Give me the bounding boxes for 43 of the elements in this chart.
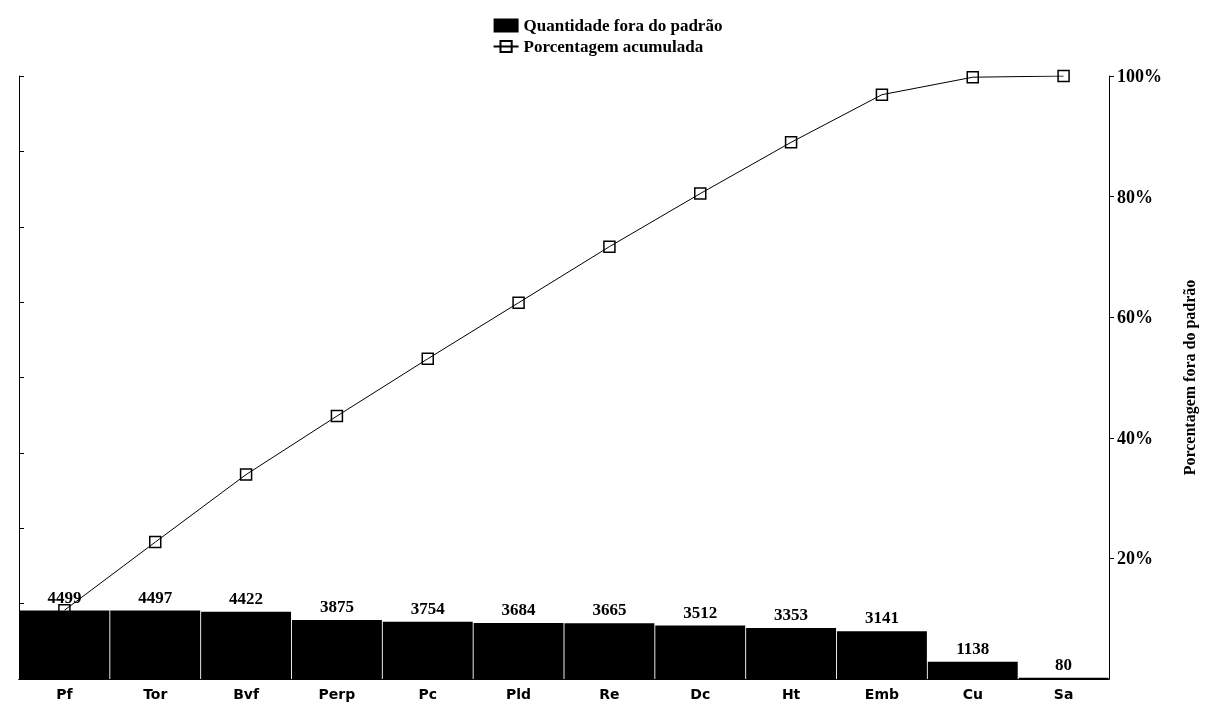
y2-tick-label: 80% <box>1117 186 1153 207</box>
x-tick-label: Dc <box>690 686 711 702</box>
data-label: 4499 <box>47 587 82 607</box>
point <box>694 187 707 200</box>
data-label: 4497 <box>138 587 173 607</box>
x-tick-label: Pld <box>506 686 532 702</box>
legend-label: Porcentagem acumulada <box>523 37 704 56</box>
x-tick-label: Pc <box>418 686 438 702</box>
point <box>149 535 162 549</box>
point <box>512 296 525 309</box>
x-tick-label: Cu <box>962 686 983 702</box>
x-tick-label: Tor <box>143 686 168 702</box>
y2-tick-label: 60% <box>1117 307 1153 328</box>
data-label: 3353 <box>774 604 809 624</box>
point <box>603 240 616 253</box>
data-label: 1138 <box>956 638 990 658</box>
point <box>421 352 434 366</box>
x-tick-label: Sa <box>1053 686 1074 702</box>
data-label: 3512 <box>683 602 718 622</box>
y2-tick-label: 40% <box>1117 427 1153 448</box>
data-label: 3875 <box>319 597 354 617</box>
y2-axis-title: Porcentagem fora do padrão <box>1180 279 1199 476</box>
x-tick-label: Pf <box>56 686 74 702</box>
point <box>784 136 798 149</box>
data-label: 4422 <box>229 588 264 608</box>
point <box>1057 69 1070 83</box>
point <box>875 88 889 101</box>
legend-label: Quantidade fora do padrão <box>523 16 723 35</box>
y2-tick-label: 100% <box>1117 66 1162 86</box>
point <box>966 70 979 84</box>
data-label: 3684 <box>501 599 537 619</box>
data-label: 3754 <box>410 598 446 618</box>
x-tick-label: Re <box>599 686 620 702</box>
data-label: 80 <box>1055 654 1073 674</box>
x-tick-label: Ht <box>781 686 801 702</box>
data-label: 3141 <box>864 608 899 628</box>
point <box>330 409 344 423</box>
x-tick-label: Emb <box>864 686 900 702</box>
y2-tick-label: 20% <box>1117 548 1153 569</box>
x-tick-label: Perp <box>318 686 356 702</box>
data-label: 3665 <box>592 600 627 620</box>
x-tick-label: Bvf <box>233 686 260 702</box>
point <box>239 468 253 481</box>
